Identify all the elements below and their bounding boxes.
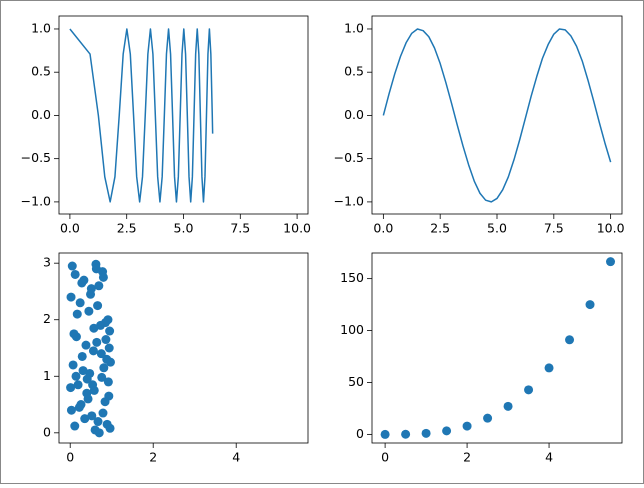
point: [66, 383, 76, 393]
point: [82, 388, 92, 398]
y-tick-label: −0.5: [334, 150, 364, 165]
x-tick-label: 7.5: [230, 221, 250, 236]
axes-frame: [371, 252, 623, 444]
axes-frame: [371, 15, 623, 215]
point: [105, 326, 115, 336]
x-tick-label: 7.5: [544, 221, 564, 236]
point: [100, 397, 110, 407]
y-tick-label: −0.5: [21, 150, 51, 165]
point: [483, 413, 493, 423]
point: [585, 300, 595, 310]
point: [565, 335, 575, 345]
point: [102, 419, 112, 429]
point: [66, 405, 76, 415]
point: [68, 360, 78, 370]
point: [105, 357, 115, 367]
point: [98, 408, 108, 418]
point: [421, 428, 431, 438]
point: [71, 371, 81, 381]
y-tick-label: 0.5: [31, 64, 51, 79]
point: [77, 278, 87, 288]
point: [70, 421, 80, 431]
point: [97, 372, 107, 382]
point: [87, 411, 97, 421]
point: [104, 343, 114, 353]
point: [93, 417, 103, 427]
point: [92, 337, 102, 347]
y-tick-label: 0.0: [344, 107, 364, 122]
point: [70, 269, 80, 279]
point: [72, 309, 82, 319]
point: [75, 298, 85, 308]
y-tick-label: 100: [340, 322, 364, 337]
point: [98, 272, 108, 282]
point: [84, 306, 94, 316]
point: [99, 363, 109, 373]
point: [442, 426, 452, 436]
point: [503, 401, 513, 411]
y-tick-label: 0.0: [31, 107, 51, 122]
point: [380, 429, 390, 439]
point: [94, 281, 104, 291]
x-tick-label: 2.5: [117, 221, 137, 236]
y-tick-label: 0.5: [344, 64, 364, 79]
y-tick-label: 0: [43, 424, 51, 439]
line: [69, 28, 214, 203]
point: [81, 340, 91, 350]
y-tick-label: 150: [340, 270, 364, 285]
point: [401, 429, 411, 439]
x-tick-label: 4: [232, 450, 240, 465]
point: [462, 421, 472, 431]
x-tick-label: 2.5: [430, 221, 450, 236]
x-tick-label: 2: [149, 450, 157, 465]
y-tick-label: 1: [43, 368, 51, 383]
point: [86, 289, 96, 299]
axes-frame: [58, 15, 309, 215]
point: [91, 264, 101, 274]
point: [74, 402, 84, 412]
point: [77, 351, 87, 361]
point: [89, 323, 99, 333]
point: [96, 349, 106, 359]
y-tick-label: 2: [43, 311, 51, 326]
point: [103, 377, 113, 387]
x-tick-label: 0: [381, 450, 389, 465]
y-tick-label: −1.0: [21, 193, 51, 208]
x-tick-label: 0.0: [60, 221, 80, 236]
point: [93, 301, 103, 311]
point: [524, 385, 534, 395]
y-tick-label: 50: [348, 374, 364, 389]
point: [101, 335, 111, 345]
point: [66, 292, 76, 302]
x-tick-label: 0.0: [373, 221, 393, 236]
point: [88, 380, 98, 390]
y-tick-label: 1.0: [31, 20, 51, 35]
x-tick-label: 5.0: [174, 221, 194, 236]
point: [73, 380, 83, 390]
x-tick-label: 0: [66, 450, 74, 465]
x-tick-label: 4: [545, 450, 553, 465]
x-tick-label: 5.0: [487, 221, 507, 236]
line: [382, 28, 612, 203]
point: [94, 428, 104, 438]
x-tick-label: 10.0: [597, 221, 625, 236]
point: [69, 329, 79, 339]
point: [78, 366, 88, 376]
y-tick-label: 1.0: [344, 20, 364, 35]
point: [82, 374, 92, 384]
point: [67, 261, 77, 271]
point: [544, 363, 554, 373]
point: [88, 346, 98, 356]
y-tick-label: 0: [356, 426, 364, 441]
point: [606, 257, 616, 267]
x-tick-label: 2: [463, 450, 471, 465]
point: [80, 414, 90, 424]
y-tick-label: 3: [43, 255, 51, 270]
y-tick-label: −1.0: [334, 193, 364, 208]
axes-frame: [58, 252, 309, 444]
x-tick-label: 10.0: [283, 221, 311, 236]
